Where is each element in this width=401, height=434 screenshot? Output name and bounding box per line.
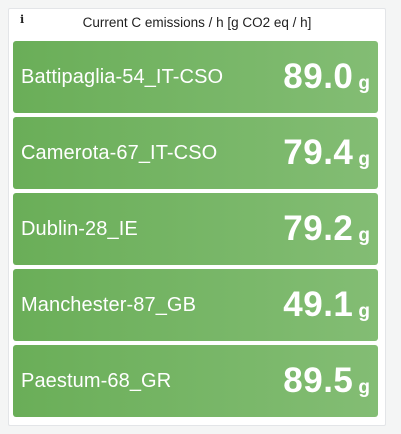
stat-value-group: 89.0 g	[283, 57, 370, 97]
stat-value-group: 89.5 g	[283, 361, 370, 401]
stat-unit: g	[358, 149, 370, 170]
info-icon[interactable]: i	[20, 13, 25, 26]
stat-tile-battipaglia[interactable]: Battipaglia-54_IT-CSO 89.0 g	[13, 41, 378, 113]
stat-name: Battipaglia-54_IT-CSO	[21, 65, 224, 88]
stat-name: Camerota-67_IT-CSO	[21, 141, 218, 164]
stat-value: 79.4	[283, 133, 354, 172]
panel-title: Current C emissions / h [g CO2 eq / h]	[82, 15, 312, 30]
stat-name: Dublin-28_IE	[21, 217, 138, 240]
stat-value: 79.2	[283, 209, 354, 248]
stat-unit: g	[358, 73, 370, 94]
stat-tile-manchester[interactable]: Manchester-87_GB 49.1 g	[13, 269, 378, 341]
stat-value: 89.5	[283, 361, 354, 400]
stat-name: Paestum-68_GR	[21, 369, 172, 392]
stat-value: 89.0	[283, 57, 354, 96]
stat-value-group: 79.2 g	[283, 209, 370, 249]
stat-tile-camerota[interactable]: Camerota-67_IT-CSO 79.4 g	[13, 117, 378, 189]
stat-value: 49.1	[283, 285, 354, 324]
stat-tile-dublin[interactable]: Dublin-28_IE 79.2 g	[13, 193, 378, 265]
stat-value-group: 79.4 g	[283, 133, 370, 173]
stat-value-group: 49.1 g	[283, 285, 370, 325]
stat-unit: g	[358, 377, 370, 398]
stat-unit: g	[358, 225, 370, 246]
stat-name: Manchester-87_GB	[21, 293, 197, 316]
stat-tile-paestum[interactable]: Paestum-68_GR 89.5 g	[13, 345, 378, 417]
stat-unit: g	[358, 301, 370, 322]
